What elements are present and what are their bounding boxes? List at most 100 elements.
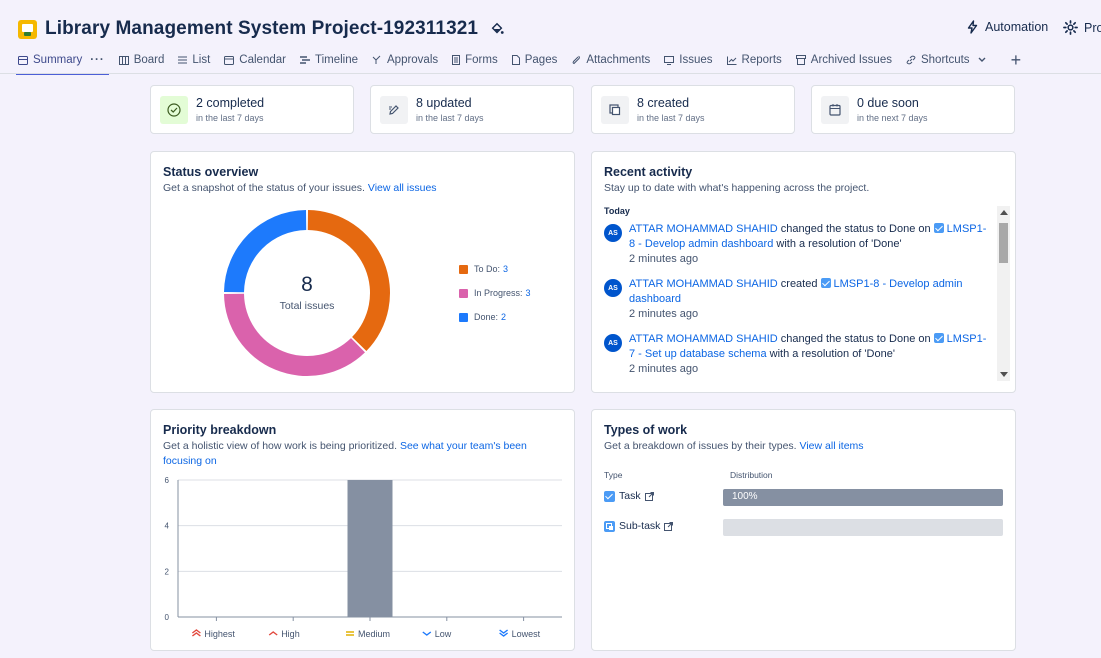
user-link[interactable]: ATTAR MOHAMMAD SHAHID [629,333,778,345]
task-checkbox-icon [933,333,944,343]
tab-label: List [192,54,211,66]
task-checkbox-icon [820,278,831,288]
external-link-icon[interactable] [644,491,654,501]
subtitle-text: Get a snapshot of the status of your iss… [163,182,365,194]
type-row-task[interactable]: Task [604,490,654,502]
view-all-issues-link[interactable]: View all issues [367,182,437,194]
activity-group-label: Today [604,206,630,216]
paint-bucket-icon[interactable] [490,22,504,36]
stat-subtitle: in the last 7 days [416,113,484,123]
tab-forms[interactable]: Forms [452,48,498,72]
external-link-icon[interactable] [664,521,674,531]
project-avatar-icon[interactable] [18,19,37,39]
automation-button[interactable]: Automation [966,20,1048,34]
user-link[interactable]: ATTAR MOHAMMAD SHAHID [629,223,778,235]
tab-calendar[interactable]: Calendar [224,48,286,72]
stat-card-due-soon[interactable]: 0 due soon in the next 7 days [811,85,1015,134]
tab-reports[interactable]: Reports [726,48,782,72]
tab-list[interactable]: List [178,48,210,72]
bar-medium[interactable] [347,480,393,617]
tab-issues[interactable]: Issues [664,48,713,72]
tab-shortcuts[interactable]: Shortcuts [906,48,991,72]
distribution-bar[interactable]: 100% [723,489,1003,506]
x-tick-label: Medium [358,629,390,639]
issue-link[interactable]: LMSP1-8 - Develop admin dashboard [629,223,987,250]
automation-label: Automation [985,20,1049,34]
user-link[interactable]: ATTAR MOHAMMAD SHAHID [629,278,778,290]
donut-slice-to-do[interactable] [307,210,390,351]
legend-count[interactable]: 3 [525,288,531,298]
donut-slice-in-progress[interactable] [224,293,365,376]
shortcut-link-icon [906,55,916,65]
type-label: Sub-task [619,520,661,532]
activity-feed[interactable]: Today AS ATTAR MOHAMMAD SHAHID changed t… [604,206,999,381]
activity-time: 2 minutes ago [629,253,699,265]
tab-timeline[interactable]: Timeline [299,48,358,72]
tab-board[interactable]: Board [118,48,164,72]
issue-link[interactable]: LMSP1-8 - Develop admin dashboard [629,278,963,305]
task-type-icon [604,490,615,502]
tab-approvals[interactable]: Approvals [372,48,438,72]
create-icon [609,104,621,116]
donut-total-label: Total issues [279,300,335,312]
stat-subtitle: in the last 7 days [196,113,264,123]
card-title: Priority breakdown [163,423,277,437]
distribution-bar[interactable] [723,519,1003,536]
legend-swatch [459,264,468,274]
card-subtitle: Get a breakdown of issues by their types… [604,439,864,454]
scroll-down-arrow-icon[interactable] [1000,372,1008,377]
tab-summary[interactable]: Summary ··· [16,48,109,75]
activity-scrollbar[interactable] [997,206,1010,381]
archive-icon [795,55,806,65]
stat-card-created[interactable]: 8 created in the last 7 days [591,85,795,134]
distribution-fill [723,489,1003,506]
header-divider [0,73,1101,74]
project-tabs: Summary ··· Board List Calendar Timeline… [16,48,1022,75]
legend-item-todo[interactable]: To Do: 3 [459,257,531,281]
scroll-up-arrow-icon[interactable] [1000,210,1008,215]
legend-item-in-progress[interactable]: In Progress: 3 [459,281,531,305]
activity-text: ATTAR MOHAMMAD SHAHID changed the status… [629,332,989,377]
issue-link[interactable]: LMSP1-7 - Set up database schema [629,333,987,360]
created-icon-tile [601,96,629,124]
subtitle-text: Get a breakdown of issues by their types… [604,440,797,452]
view-all-items-link[interactable]: View all items [799,440,864,452]
add-tab-button[interactable]: + [1010,50,1022,70]
legend-count[interactable]: 2 [501,312,507,322]
activity-time: 2 minutes ago [629,363,699,375]
timeline-icon [299,56,310,64]
board-icon [118,55,129,65]
tab-label: Attachments [586,54,651,66]
tab-archived-issues[interactable]: Archived Issues [795,48,892,72]
team-focus-link[interactable]: See what your team's been focusing on [163,440,527,467]
y-tick-label: 0 [165,613,170,622]
stat-subtitle: in the next 7 days [857,113,928,123]
avatar[interactable]: AS [604,279,622,297]
status-legend: To Do: 3 In Progress: 3 Done: 2 [459,257,531,329]
type-row-subtask[interactable]: Sub-task [604,520,674,532]
scroll-thumb[interactable] [999,223,1008,263]
priority-medium-icon [346,631,354,636]
donut-slice-done[interactable] [224,210,307,293]
legend-item-done[interactable]: Done: 2 [459,305,531,329]
avatar[interactable]: AS [604,224,622,242]
priority-breakdown-card: Priority breakdown Get a holistic view o… [150,409,575,651]
chevron-down-icon [978,57,986,62]
stat-card-updated[interactable]: 8 updated in the last 7 days [370,85,574,134]
stat-value: 8 created [637,96,690,110]
legend-count[interactable]: 3 [503,264,509,274]
project-settings-button[interactable]: Proj [1063,20,1101,35]
tab-attachments[interactable]: Attachments [571,48,650,72]
avatar[interactable]: AS [604,334,622,352]
tab-pages[interactable]: Pages [511,48,557,72]
priority-lowest-icon [499,629,509,637]
card-subtitle: Get a snapshot of the status of your iss… [163,181,437,196]
tab-label: Reports [741,54,782,66]
x-tick-label: High [281,629,300,639]
x-tick-label: Lowest [512,629,541,639]
activity-time: 2 minutes ago [629,308,699,320]
y-tick-label: 2 [165,567,170,576]
card-subtitle: Stay up to date with what's happening ac… [604,182,870,194]
more-icon[interactable]: ··· [90,54,105,66]
stat-card-completed[interactable]: 2 completed in the last 7 days [150,85,354,134]
